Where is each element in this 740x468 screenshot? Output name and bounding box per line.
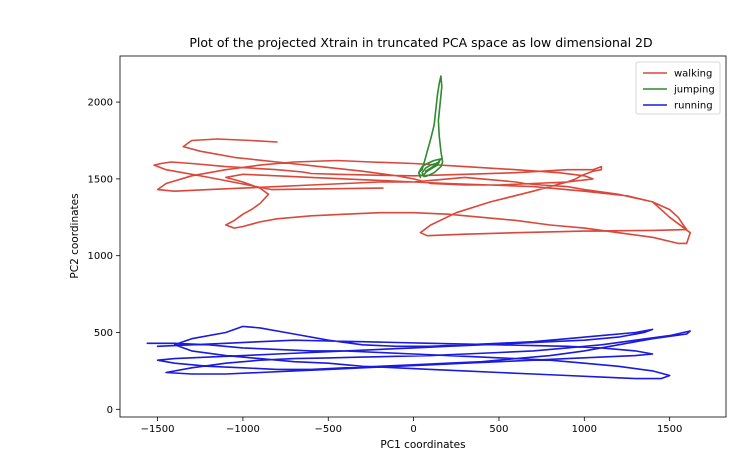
axes-frame [119, 55, 727, 418]
x-tick-label: −1500 [141, 424, 175, 435]
x-tick-label: −500 [315, 424, 342, 435]
y-tick-label: 1000 [88, 251, 113, 262]
legend-label-jumping: jumping [673, 85, 715, 96]
legend-label-walking: walking [674, 69, 712, 80]
x-tick-label: −1000 [226, 424, 260, 435]
series-line-jumping [417, 75, 444, 179]
y-tick-label: 500 [94, 328, 113, 339]
x-axis-ticks: −1500 −1000 −500 0 500 1000 1500 [141, 417, 682, 435]
y-tick-label: 1500 [88, 174, 113, 185]
x-tick-label: 1000 [572, 424, 597, 435]
legend: walking jumping running [635, 61, 721, 115]
x-tick-label: 0 [410, 424, 416, 435]
legend-box [635, 61, 721, 115]
legend-label-running: running [674, 101, 713, 112]
y-axis-label: PC2 coordinates [69, 193, 81, 278]
y-tick-label: 2000 [88, 98, 113, 109]
plot-area [119, 55, 727, 418]
y-tick-label: 0 [107, 405, 113, 416]
x-axis-label: PC1 coordinates [380, 439, 465, 451]
y-axis-ticks: 0 500 1000 1500 2000 [88, 98, 120, 416]
legend-items: walking jumping running [643, 69, 715, 112]
x-tick-label: 1500 [657, 424, 682, 435]
series-layer [146, 75, 692, 380]
series-line-running [146, 325, 692, 380]
x-tick-label: 500 [489, 424, 508, 435]
chart-title: Plot of the projected Xtrain in truncate… [189, 35, 652, 50]
